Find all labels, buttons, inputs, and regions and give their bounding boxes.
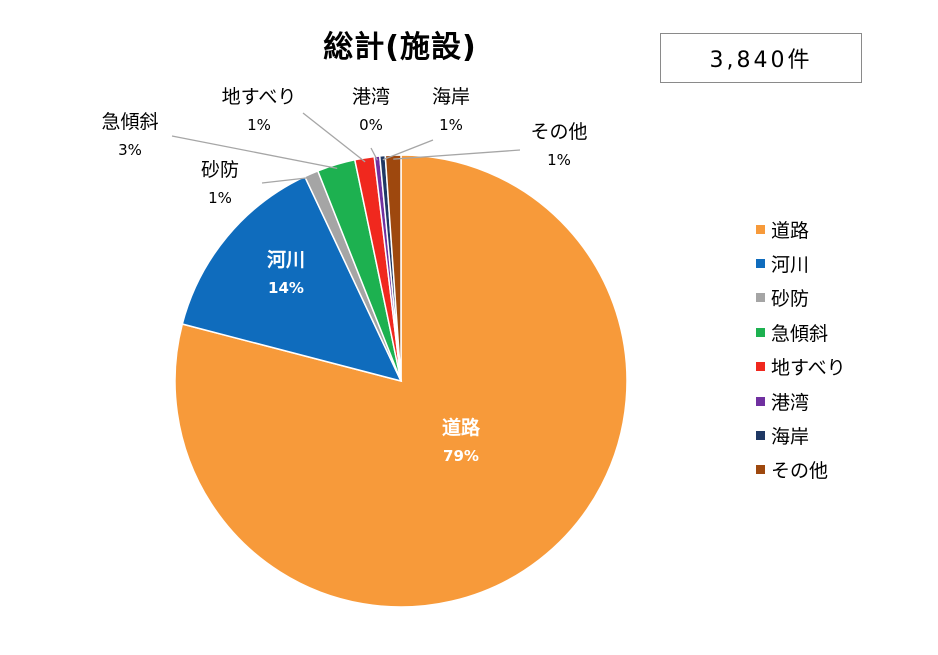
legend-swatch <box>756 431 765 441</box>
legend-label: 港湾 <box>771 391 810 414</box>
leader-line <box>393 149 521 160</box>
pie-slices <box>174 154 628 608</box>
legend-label: 急傾斜 <box>771 322 829 345</box>
legend-item: 港湾 <box>756 384 846 418</box>
leader-line <box>261 176 313 184</box>
slice-label-percent: 14% <box>268 279 304 297</box>
legend-item: 砂防 <box>756 281 846 315</box>
leader-line <box>370 147 378 161</box>
slice-label-percent: 3% <box>118 141 142 159</box>
legend-label: 地すべり <box>771 357 846 380</box>
slice-label-name: 道路 <box>442 416 481 439</box>
legend-item: 急傾斜 <box>756 315 846 349</box>
legend-item: 河川 <box>756 246 846 280</box>
legend-label: 海岸 <box>771 426 810 449</box>
leader-lines <box>171 112 521 184</box>
legend-label: 河川 <box>771 254 810 277</box>
legend: 道路河川砂防急傾斜地すべり港湾海岸その他 <box>756 212 846 487</box>
leader-line <box>382 139 434 161</box>
legend-swatch <box>756 259 765 269</box>
slice-label-percent: 0% <box>359 116 383 134</box>
legend-swatch <box>756 396 765 406</box>
chart-title: 総計(施設) <box>323 30 477 65</box>
legend-swatch <box>756 362 765 372</box>
slice-label-percent: 1% <box>547 151 571 169</box>
total-count-box: 3,840件 <box>660 33 862 83</box>
legend-swatch <box>756 465 765 475</box>
slice-label-name: 地すべり <box>222 86 297 108</box>
legend-item: 道路 <box>756 212 846 246</box>
legend-item: 地すべり <box>756 350 846 384</box>
slice-label-percent: 1% <box>208 189 232 207</box>
leader-line <box>171 135 338 170</box>
legend-swatch <box>756 224 765 234</box>
slice-label-percent: 79% <box>443 447 479 465</box>
leader-line <box>302 112 366 163</box>
legend-label: 砂防 <box>771 288 810 311</box>
slice-label-percent: 1% <box>439 116 463 134</box>
legend-item: その他 <box>756 453 846 487</box>
slice-label-name: 急傾斜 <box>101 111 158 133</box>
slice-label-percent: 1% <box>247 116 271 134</box>
legend-label: 道路 <box>771 219 810 242</box>
pie-slice <box>181 175 403 383</box>
legend-item: 海岸 <box>756 418 846 452</box>
slice-label-name: 海岸 <box>432 86 470 108</box>
slice-label-name: その他 <box>530 121 587 143</box>
legend-swatch <box>756 327 765 337</box>
legend-swatch <box>756 293 765 303</box>
slice-label-name: 砂防 <box>201 159 239 181</box>
slice-label-name: 港湾 <box>352 86 390 108</box>
slice-labels: 道路 79% 河川 14% 砂防 1% 急傾斜 3% 地すべり 1% 港湾 0% 海岸 1% その他 1% <box>101 86 587 465</box>
slice-label-name: 河川 <box>267 249 305 271</box>
legend-label: その他 <box>771 460 829 483</box>
